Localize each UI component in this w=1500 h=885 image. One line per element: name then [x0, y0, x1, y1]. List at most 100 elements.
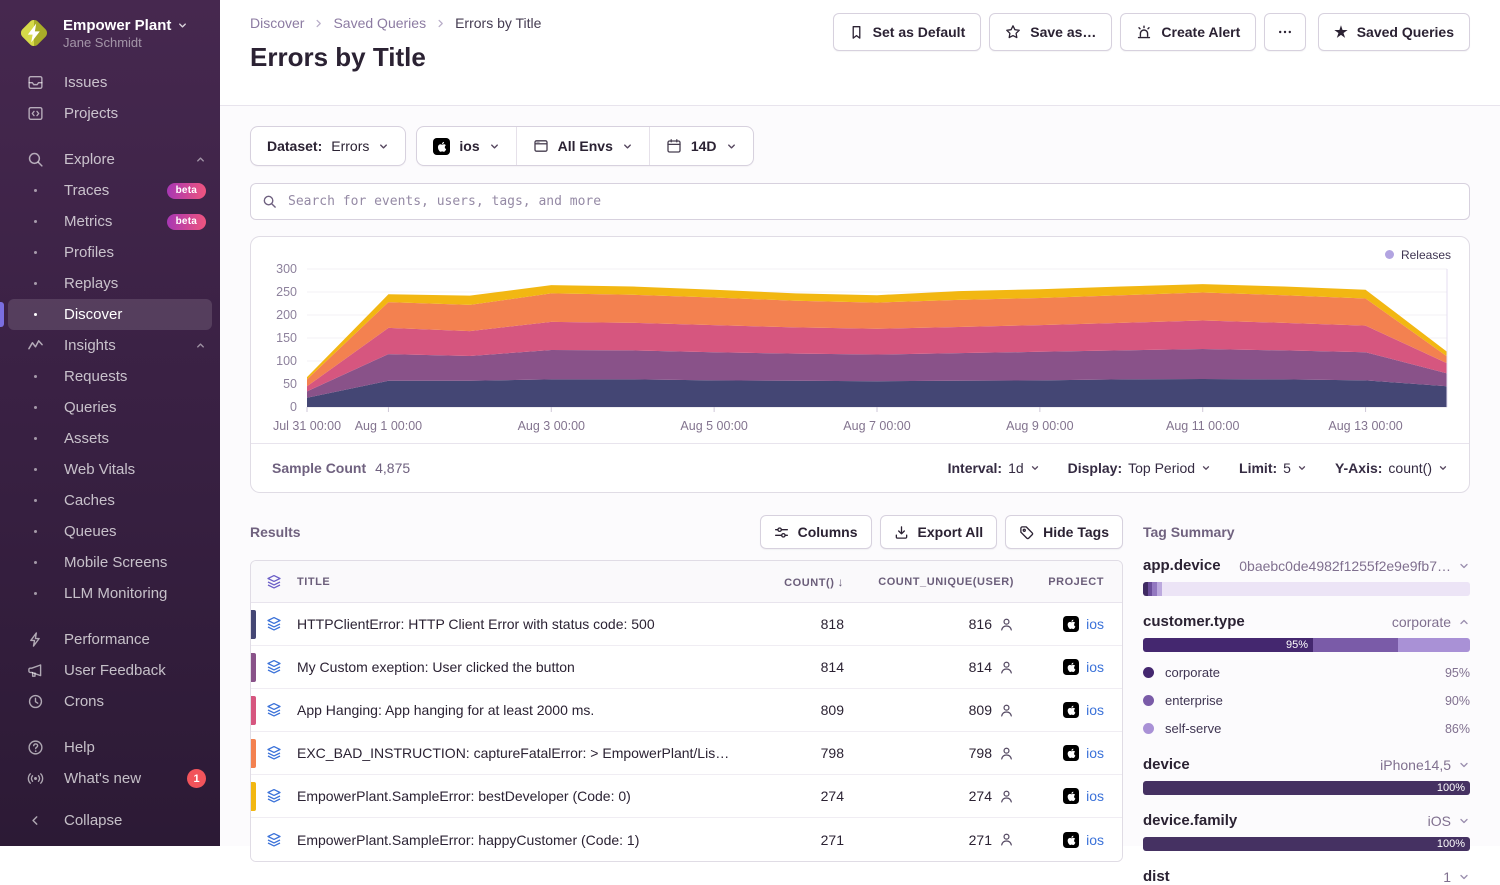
chevron-down-icon [489, 141, 500, 152]
sidebar-item-mobile-screens[interactable]: Mobile Screens [0, 547, 220, 578]
stack-icon[interactable] [251, 745, 297, 761]
saved-queries-button[interactable]: ★ Saved Queries [1318, 13, 1470, 51]
tag-distribution-bar[interactable]: 95% [1143, 638, 1470, 652]
sidebar-item-user-feedback[interactable]: User Feedback [0, 655, 220, 686]
save-as-button[interactable]: Save as… [989, 13, 1112, 51]
stack-icon[interactable] [251, 574, 297, 590]
ellipsis-icon [1277, 24, 1293, 40]
table-row[interactable]: HTTPClientError: HTTP Client Error with … [251, 603, 1122, 646]
column-header-count[interactable]: COUNT()↓ [732, 575, 844, 589]
sidebar-item-queues[interactable]: Queues [0, 516, 220, 547]
help-icon [26, 739, 45, 756]
sidebar-item-traces[interactable]: Traces beta [0, 175, 220, 206]
bullet-icon [34, 530, 37, 533]
display-selector[interactable]: Display: Top Period [1068, 460, 1211, 476]
error-title[interactable]: App Hanging: App hanging for at least 20… [297, 702, 732, 718]
sidebar-item-help[interactable]: Help [0, 732, 220, 763]
error-title[interactable]: My Custom exeption: User clicked the but… [297, 659, 732, 675]
limit-selector[interactable]: Limit: 5 [1239, 460, 1307, 476]
project-link[interactable]: ios [1086, 832, 1104, 848]
stack-icon[interactable] [251, 659, 297, 675]
interval-selector[interactable]: Interval: 1d [948, 460, 1040, 476]
dataset-selector[interactable]: Dataset: Errors [250, 126, 406, 166]
sidebar-item-metrics[interactable]: Metrics beta [0, 206, 220, 237]
create-alert-button[interactable]: Create Alert [1120, 13, 1256, 51]
sidebar-item-performance[interactable]: Performance [0, 624, 220, 655]
tag-value-dropdown[interactable]: 0baebc0de4982f1255f2e9e9fb7… [1239, 558, 1470, 574]
sidebar-item-requests[interactable]: Requests [0, 361, 220, 392]
sidebar-item-whats-new[interactable]: What's new 1 [0, 763, 220, 794]
yaxis-selector[interactable]: Y-Axis: count() [1335, 460, 1448, 476]
sidebar-item-replays[interactable]: Replays [0, 268, 220, 299]
error-title[interactable]: EmpowerPlant.SampleError: happyCustomer … [297, 832, 732, 848]
releases-legend-dot [1385, 250, 1394, 259]
tag-value-dropdown[interactable]: 1 [1443, 869, 1470, 885]
sidebar-item-web-vitals[interactable]: Web Vitals [0, 454, 220, 485]
svg-text:Aug 11 00:00: Aug 11 00:00 [1166, 419, 1239, 433]
table-row[interactable]: EXC_BAD_INSTRUCTION: captureFatalError: … [251, 732, 1122, 775]
org-switcher[interactable]: Empower Plant Jane Schmidt [0, 0, 220, 67]
chevron-down-icon [726, 141, 737, 152]
column-header-count-unique[interactable]: COUNT_UNIQUE(USER) [844, 576, 1014, 588]
sidebar-item-assets[interactable]: Assets [0, 423, 220, 454]
date-range-filter[interactable]: 14D [649, 127, 753, 165]
breadcrumb-discover[interactable]: Discover [250, 15, 304, 31]
column-header-title[interactable]: TITLE [297, 576, 732, 588]
error-title[interactable]: EmpowerPlant.SampleError: bestDeveloper … [297, 788, 732, 804]
tag-distribution-bar[interactable]: 100% [1143, 837, 1470, 851]
page-header: Discover Saved Queries Errors by Title E… [220, 0, 1500, 106]
stack-icon[interactable] [251, 788, 297, 804]
breadcrumb-saved-queries[interactable]: Saved Queries [333, 15, 426, 31]
project-link[interactable]: ios [1086, 745, 1104, 761]
bullet-icon [34, 220, 37, 223]
tag-distribution-bar[interactable] [1143, 582, 1470, 596]
search-input[interactable] [286, 193, 1458, 210]
apple-icon [1063, 745, 1079, 761]
stack-icon[interactable] [251, 702, 297, 718]
legend-dot [1143, 723, 1154, 734]
sidebar-section-explore[interactable]: Explore [0, 144, 220, 175]
search-bar[interactable] [250, 183, 1470, 220]
tag-value-dropdown[interactable]: iOS [1428, 813, 1470, 829]
environment-filter[interactable]: All Envs [516, 127, 649, 165]
sidebar-item-profiles[interactable]: Profiles [0, 237, 220, 268]
tag-distribution-bar[interactable]: 100% [1143, 781, 1470, 795]
sidebar-item-llm-monitoring[interactable]: LLM Monitoring [0, 578, 220, 609]
set-as-default-button[interactable]: Set as Default [833, 13, 982, 51]
stack-icon[interactable] [251, 832, 297, 848]
project-link[interactable]: ios [1086, 659, 1104, 675]
table-row[interactable]: App Hanging: App hanging for at least 20… [251, 689, 1122, 732]
sidebar-item-projects[interactable]: Projects [0, 98, 220, 129]
svg-text:150: 150 [276, 331, 297, 345]
stack-icon[interactable] [251, 616, 297, 632]
stacked-area-chart[interactable]: 050100150200250300Jul 31 00:00Aug 1 00:0… [251, 261, 1469, 443]
project-link[interactable]: ios [1086, 702, 1104, 718]
sidebar-item-discover[interactable]: Discover [8, 299, 212, 330]
more-options-button[interactable] [1264, 13, 1306, 51]
table-row[interactable]: My Custom exeption: User clicked the but… [251, 646, 1122, 689]
project-link[interactable]: ios [1086, 616, 1104, 632]
column-header-project[interactable]: PROJECT [1014, 576, 1122, 588]
sidebar-item-caches[interactable]: Caches [0, 485, 220, 516]
sidebar-item-crons[interactable]: Crons [0, 686, 220, 717]
error-title[interactable]: EXC_BAD_INSTRUCTION: captureFatalError: … [297, 745, 732, 761]
table-row[interactable]: EmpowerPlant.SampleError: happyCustomer … [251, 818, 1122, 861]
columns-button[interactable]: Columns [760, 515, 872, 549]
tag-value-dropdown[interactable]: corporate [1392, 614, 1470, 630]
tag-value-dropdown[interactable]: iPhone14,5 [1380, 757, 1470, 773]
sidebar-item-queries[interactable]: Queries [0, 392, 220, 423]
sidebar-section-insights[interactable]: Insights [0, 330, 220, 361]
project-filter[interactable]: ios [417, 127, 515, 165]
hide-tags-button[interactable]: Hide Tags [1005, 515, 1123, 549]
sidebar-collapse-button[interactable]: Collapse [0, 805, 220, 836]
project-link[interactable]: ios [1086, 788, 1104, 804]
user-icon [999, 832, 1014, 847]
svg-text:0: 0 [290, 400, 297, 414]
bullet-icon [34, 561, 37, 564]
error-title[interactable]: HTTPClientError: HTTP Client Error with … [297, 616, 732, 632]
export-all-button[interactable]: Export All [880, 515, 998, 549]
unique-count-value: 274 [969, 788, 992, 804]
table-row[interactable]: EmpowerPlant.SampleError: bestDeveloper … [251, 775, 1122, 818]
count-value: 818 [732, 616, 844, 632]
sidebar-item-issues[interactable]: Issues [0, 67, 220, 98]
